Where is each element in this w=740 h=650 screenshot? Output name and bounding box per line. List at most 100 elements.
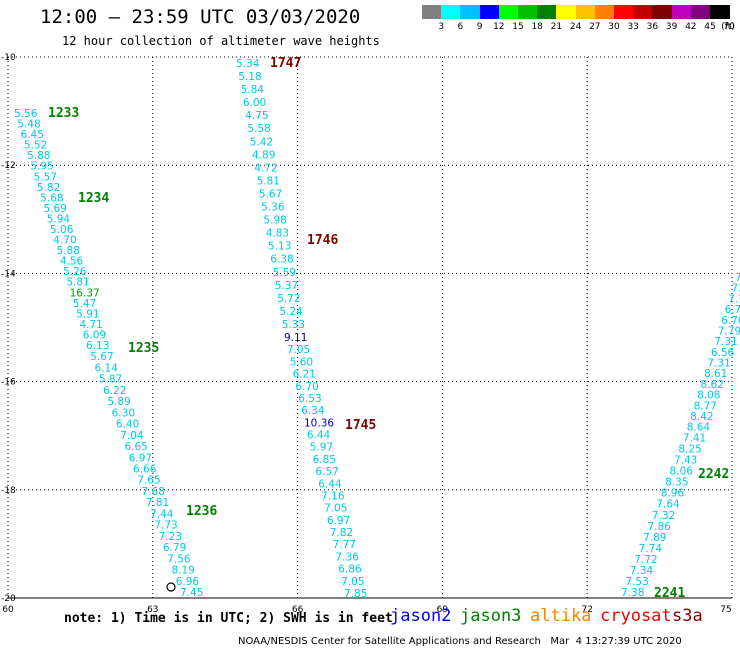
x-tick-label: 75	[720, 605, 731, 615]
wave-height-label: 7.34	[630, 565, 654, 577]
color-scale-label: 18	[531, 22, 543, 32]
y-tick-label: -10	[1, 53, 16, 63]
wave-height-label: 6.13	[86, 340, 109, 352]
wave-height-label: 5.82	[37, 182, 60, 194]
wave-height-label: 5.60	[290, 356, 313, 368]
color-swatch	[652, 5, 673, 19]
wave-height-label: 5.56	[14, 108, 38, 120]
color-scale-label: 12	[493, 22, 505, 32]
color-swatch	[671, 5, 692, 19]
wave-height-label: 6.79	[725, 304, 740, 316]
credit-line: NOAA/NESDIS Center for Satellite Applica…	[238, 636, 682, 647]
wave-height-label: 7.68	[142, 486, 165, 498]
wave-height-label: 5.26	[63, 266, 87, 278]
wave-height-label: 6.14	[95, 362, 119, 374]
wave-height-label: 7.44	[150, 508, 174, 520]
wave-height-label: 5.89	[107, 396, 130, 408]
wave-height-label: 10.36	[304, 417, 334, 429]
color-swatch	[498, 5, 519, 19]
color-swatch	[614, 5, 634, 19]
wave-height-label: 5.47	[73, 298, 96, 310]
wave-height-label: 6.65	[124, 441, 147, 453]
wave-height-label: 9.11	[284, 332, 307, 344]
wave-height-label: 6.97	[129, 452, 152, 464]
wave-height-label: 4.71	[79, 319, 102, 331]
wave-height-label: 5.67	[259, 188, 282, 200]
wave-height-label: 6.96	[176, 576, 200, 588]
wave-height-label: 5.81	[257, 175, 280, 187]
pass-time-label: 1745	[345, 418, 376, 433]
wave-height-label: 7.64	[656, 499, 680, 511]
wave-height-label: 6.44	[318, 478, 342, 490]
wave-height-label: 7.31	[714, 336, 737, 348]
wave-height-label: 8.42	[690, 411, 713, 423]
pass-time-label: 1747	[270, 56, 301, 71]
wave-height-label: 5.58	[247, 123, 270, 135]
color-scale-label: 27	[589, 22, 601, 32]
color-swatch	[690, 5, 711, 19]
y-tick-label: -14	[1, 269, 16, 279]
wave-height-label: 4.72	[254, 162, 277, 174]
wave-height-label: 5.72	[277, 293, 300, 305]
legend-item-jason2: jason2	[390, 606, 452, 626]
wave-height-label: 6.56	[711, 347, 735, 359]
wave-height-label: 7.81	[146, 497, 169, 509]
wave-height-label: 5.57	[34, 171, 57, 183]
wave-height-label: 5.87	[99, 374, 122, 386]
wave-height-label: 5.36	[261, 202, 285, 214]
pass-time-label: 2242	[698, 467, 729, 482]
color-swatch	[594, 5, 615, 19]
y-tick-label: -16	[1, 378, 16, 388]
color-swatch	[460, 5, 481, 19]
pass-time-label: 1233	[48, 106, 79, 121]
wave-height-label: 7.56	[167, 553, 191, 565]
wave-height-label: 6.85	[313, 454, 336, 466]
wave-height-label: 7.72	[634, 554, 657, 566]
wave-height-label: 5.18	[238, 71, 261, 83]
wave-height-label: 7.89	[643, 532, 666, 544]
wave-height-label: 7.31	[707, 358, 730, 370]
wave-height-label: 7.74	[639, 543, 663, 555]
wave-height-label: 5.13	[268, 241, 291, 253]
wave-height-label: 6.66	[133, 464, 157, 476]
wave-height-label: 5.81	[66, 277, 89, 289]
color-scale-label: 21	[550, 22, 563, 32]
wave-height-label: 7.	[732, 283, 740, 295]
y-tick-label: -12	[1, 161, 16, 171]
color-scale-label: (ft)	[721, 22, 735, 32]
wave-height-label: 7.43	[674, 455, 697, 467]
wave-height-label: 5.34	[236, 58, 260, 70]
wave-height-label: 6.34	[301, 405, 325, 417]
wave-height-label: 4.83	[266, 228, 289, 240]
color-scale-label: 24	[569, 22, 582, 32]
wave-height-label: 6.21	[293, 369, 316, 381]
wave-height-label: 7.05	[324, 503, 347, 515]
wave-height-label: 8.19	[171, 565, 194, 577]
wave-height-label: 5.52	[24, 140, 47, 152]
wave-height-label: 7.77	[333, 539, 356, 551]
wave-height-label: 6.79	[163, 542, 186, 554]
wave-height-label: 5.88	[57, 245, 80, 257]
footer-note: note: 1) Time is in UTC; 2) SWH is in fe…	[64, 611, 393, 626]
wave-height-label: 7.65	[137, 475, 160, 487]
color-scale-label: 36	[646, 22, 659, 32]
color-swatch	[518, 5, 538, 19]
wave-height-label: 5.84	[241, 84, 265, 96]
wave-height-label: 5.42	[250, 136, 273, 148]
color-scale-label: 15	[512, 22, 524, 32]
wave-height-label: 5.06	[50, 224, 74, 236]
wave-height-label: 6.45	[21, 129, 44, 141]
wave-height-label: 7.1	[728, 293, 740, 305]
wave-height-label: 7.82	[330, 527, 353, 539]
wave-height-label: 7.05	[341, 576, 364, 588]
color-swatch	[441, 5, 461, 19]
x-tick-label: 72	[581, 605, 592, 615]
wave-height-label: 8.08	[697, 390, 720, 402]
color-swatch	[556, 5, 577, 19]
y-tick-label: -20	[1, 594, 16, 604]
x-tick-label: 66	[292, 605, 304, 615]
pass-time-label: 1746	[307, 233, 338, 248]
color-scale-label: 30	[608, 22, 620, 32]
color-scale-label: 70	[723, 22, 735, 32]
wave-height-label: 6.70	[295, 381, 318, 393]
